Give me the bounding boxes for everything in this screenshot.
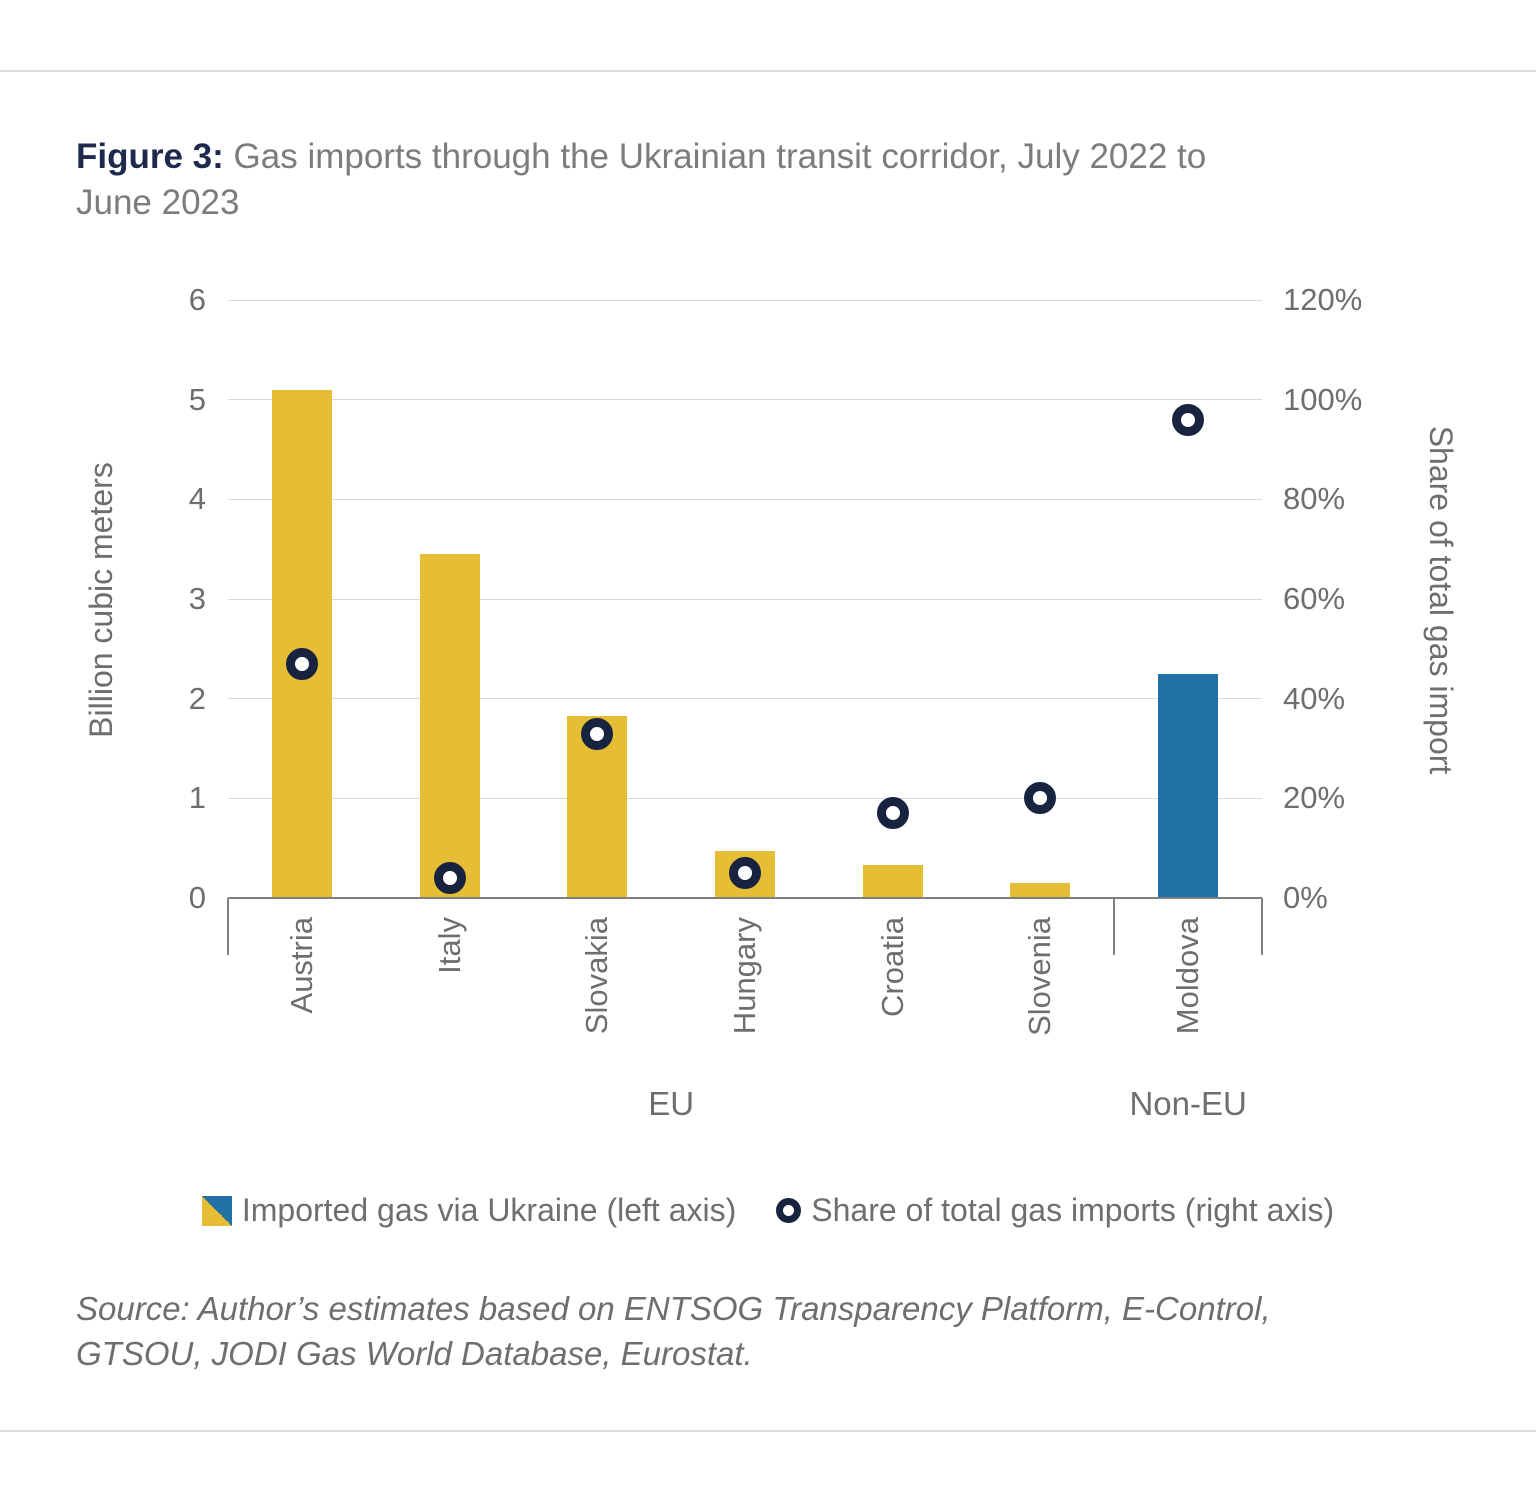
gridline: [228, 399, 1262, 401]
gridline: [228, 598, 1262, 600]
category-label-slovakia: Slovakia: [579, 917, 615, 1035]
right-axis-tick-label: 120%: [1283, 282, 1363, 317]
legend-share-label: Share of total gas imports (right axis): [811, 1192, 1335, 1228]
right-axis-tick-label: 0%: [1283, 880, 1328, 915]
share-marker-slovakia: [581, 717, 614, 750]
share-marker-moldova: [1172, 403, 1205, 436]
right-axis-tick-label: 80%: [1283, 481, 1346, 517]
left-axis-tick-label: 6: [188, 282, 206, 317]
legend-item-share: Share of total gas imports (right axis): [776, 1192, 1334, 1229]
share-marker-hungary: [729, 857, 761, 890]
legend-item-bars: Imported gas via Ukraine (left axis): [201, 1192, 737, 1229]
category-label-austria: Austria: [283, 917, 319, 1014]
legend: Imported gas via Ukraine (left axis) Sha…: [0, 1192, 1536, 1229]
bottom-divider: [0, 1430, 1536, 1432]
left-axis-tick-label: 3: [188, 581, 206, 616]
share-series-marker-icon: [776, 1198, 802, 1223]
share-marker-slovenia: [1024, 782, 1057, 815]
category-label-croatia: Croatia: [874, 917, 910, 1017]
left-axis-title: Billion cubic meters: [83, 462, 119, 738]
category-label-slovenia: Slovenia: [1022, 917, 1058, 1036]
figure-title: Figure 3: Gas imports through the Ukrain…: [76, 134, 1406, 226]
share-marker-croatia: [876, 797, 909, 830]
right-axis-title: Share of total gas import: [1423, 425, 1459, 775]
share-marker-austria: [285, 647, 318, 680]
right-axis-tick-label: 60%: [1283, 581, 1346, 616]
right-axis-tick-label: 100%: [1283, 381, 1363, 417]
left-axis-tick-label: 4: [188, 481, 206, 517]
source-line1: Source: Author’s estimates based on ENTS…: [76, 1290, 1271, 1327]
x-axis-line: [228, 897, 1262, 899]
group-label-eu: EU: [648, 1085, 695, 1122]
figure-title-line2: June 2023: [76, 183, 240, 222]
gridline: [228, 299, 1262, 301]
figure-label: Figure 3:: [76, 137, 224, 176]
top-divider: [0, 70, 1536, 72]
share-marker-italy: [433, 862, 466, 895]
group-label-non-eu: Non-EU: [1129, 1085, 1247, 1122]
category-label-hungary: Hungary: [727, 917, 762, 1035]
bar-slovenia: [1010, 883, 1071, 898]
category-label-italy: Italy: [431, 917, 467, 974]
bar-croatia: [862, 865, 923, 898]
figure-title-line1: Gas imports through the Ukrainian transi…: [233, 137, 1207, 176]
bar-series-swatch-icon: [201, 1195, 232, 1226]
bar-austria: [271, 389, 332, 898]
bar-moldova: [1158, 673, 1219, 898]
gridline: [228, 797, 1262, 799]
right-axis-tick-label: 20%: [1283, 780, 1346, 816]
gridline: [228, 698, 1262, 700]
category-label-moldova: Moldova: [1170, 917, 1206, 1035]
left-axis-tick-label: 0: [188, 880, 206, 915]
group-bracket: [227, 898, 229, 955]
legend-bars-label: Imported gas via Ukraine (left axis): [241, 1192, 737, 1228]
left-axis-tick-label: 1: [188, 780, 206, 816]
left-axis-tick-label: 2: [188, 680, 206, 716]
gridline: [228, 498, 1262, 500]
bar-italy: [419, 554, 480, 898]
group-bracket: [1113, 898, 1116, 955]
source-line2: GTSOU, JODI Gas World Database, Eurostat…: [76, 1335, 753, 1372]
left-axis-tick-label: 5: [188, 381, 206, 417]
group-bracket: [1261, 898, 1263, 955]
source-note: Source: Author’s estimates based on ENTS…: [76, 1286, 1496, 1376]
right-axis-tick-label: 40%: [1283, 680, 1346, 716]
